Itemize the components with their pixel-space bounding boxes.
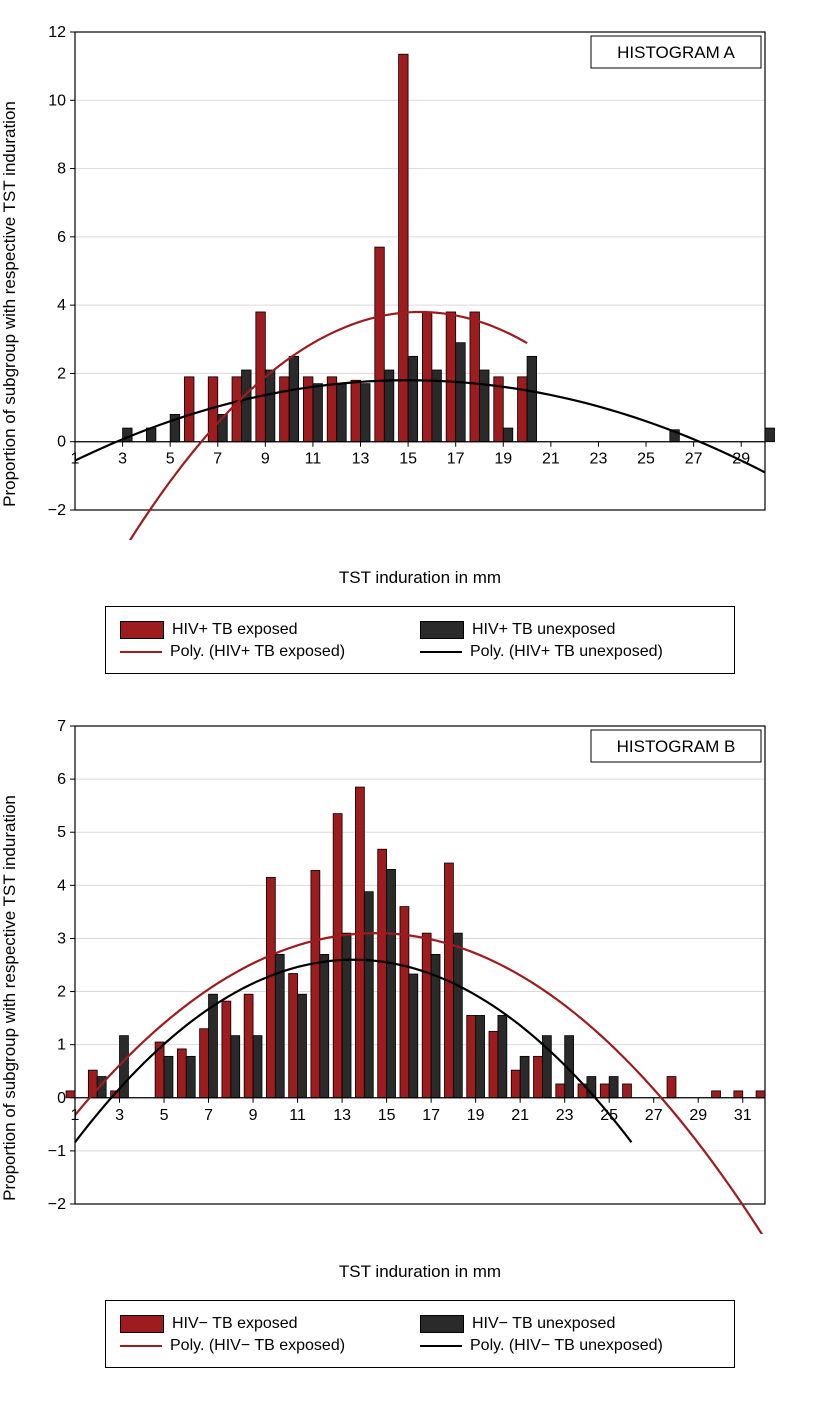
legend-swatch-line-icon (120, 651, 162, 653)
svg-text:4: 4 (57, 877, 66, 894)
svg-text:15: 15 (399, 451, 417, 468)
legend-item-a-poly1: Poly. (HIV+ TB exposed) (120, 643, 360, 661)
svg-text:6: 6 (57, 229, 66, 246)
svg-text:1: 1 (71, 451, 80, 468)
legend-label: HIV+ TB unexposed (472, 621, 615, 639)
svg-text:8: 8 (57, 161, 66, 178)
svg-text:19: 19 (467, 1107, 485, 1124)
legend-item-b-poly2: Poly. (HIV− TB unexposed) (420, 1337, 663, 1355)
svg-text:27: 27 (645, 1107, 663, 1124)
svg-text:0: 0 (57, 434, 66, 451)
svg-text:2: 2 (57, 365, 66, 382)
svg-text:7: 7 (213, 451, 222, 468)
svg-text:3: 3 (57, 930, 66, 947)
histogram-a-figure: Proportion of subgroup with respective T… (20, 20, 820, 674)
svg-text:11: 11 (305, 451, 322, 468)
legend-swatch-bar-icon (420, 1315, 464, 1333)
svg-text:25: 25 (600, 1107, 618, 1124)
histogram-b-figure: Proportion of subgroup with respective T… (20, 714, 820, 1368)
svg-text:3: 3 (115, 1107, 124, 1124)
svg-text:13: 13 (352, 451, 370, 468)
legend-label: HIV− TB exposed (172, 1315, 298, 1333)
legend-b: HIV− TB exposed HIV− TB unexposed Poly. … (105, 1300, 735, 1368)
legend-swatch-bar-icon (120, 1315, 164, 1333)
svg-text:5: 5 (160, 1107, 169, 1124)
svg-text:1: 1 (71, 1107, 80, 1124)
legend-item-b-poly1: Poly. (HIV− TB exposed) (120, 1337, 360, 1355)
legend-swatch-line-icon (120, 1345, 162, 1347)
svg-text:HISTOGRAM B: HISTOGRAM B (617, 737, 736, 756)
y-axis-label-a: Proportion of subgroup with respective T… (0, 101, 20, 507)
histogram-a-svg: −20246810121357911131517192123252729HIST… (20, 20, 780, 540)
svg-text:19: 19 (494, 451, 512, 468)
legend-label: Poly. (HIV− TB exposed) (170, 1337, 345, 1355)
legend-swatch-line-icon (420, 1345, 462, 1347)
svg-text:27: 27 (685, 451, 703, 468)
svg-text:17: 17 (422, 1107, 440, 1124)
histogram-a-chart: Proportion of subgroup with respective T… (20, 20, 820, 588)
svg-text:23: 23 (556, 1107, 574, 1124)
svg-text:11: 11 (289, 1107, 306, 1124)
svg-text:4: 4 (57, 297, 66, 314)
legend-label: HIV− TB unexposed (472, 1315, 615, 1333)
legend-swatch-bar-icon (420, 621, 464, 639)
svg-text:21: 21 (511, 1107, 529, 1124)
legend-item-b-series1: HIV− TB exposed (120, 1315, 360, 1333)
y-axis-label-b: Proportion of subgroup with respective T… (0, 795, 20, 1201)
svg-text:31: 31 (734, 1107, 752, 1124)
svg-text:9: 9 (249, 1107, 258, 1124)
legend-item-a-series1: HIV+ TB exposed (120, 621, 360, 639)
legend-item-b-series2: HIV− TB unexposed (420, 1315, 660, 1333)
svg-text:15: 15 (378, 1107, 396, 1124)
svg-text:−2: −2 (48, 1196, 66, 1213)
svg-text:13: 13 (333, 1107, 351, 1124)
svg-text:25: 25 (637, 451, 655, 468)
svg-text:7: 7 (57, 718, 66, 735)
legend-label: Poly. (HIV+ TB unexposed) (470, 643, 663, 661)
svg-text:23: 23 (590, 451, 608, 468)
svg-text:7: 7 (204, 1107, 213, 1124)
svg-text:3: 3 (118, 451, 127, 468)
legend-item-a-series2: HIV+ TB unexposed (420, 621, 660, 639)
histogram-b-chart: Proportion of subgroup with respective T… (20, 714, 820, 1282)
svg-text:5: 5 (57, 824, 66, 841)
svg-text:−2: −2 (48, 502, 66, 519)
svg-text:10: 10 (48, 92, 66, 109)
svg-text:5: 5 (166, 451, 175, 468)
svg-text:21: 21 (542, 451, 560, 468)
svg-text:12: 12 (48, 24, 66, 41)
legend-label: Poly. (HIV− TB unexposed) (470, 1337, 663, 1355)
svg-text:6: 6 (57, 771, 66, 788)
svg-text:0: 0 (57, 1090, 66, 1107)
x-axis-label-b: TST induration in mm (20, 1262, 820, 1282)
legend-a: HIV+ TB exposed HIV+ TB unexposed Poly. … (105, 606, 735, 674)
svg-text:2: 2 (57, 984, 66, 1001)
svg-text:29: 29 (689, 1107, 707, 1124)
svg-text:29: 29 (732, 451, 750, 468)
legend-item-a-poly2: Poly. (HIV+ TB unexposed) (420, 643, 663, 661)
svg-text:1: 1 (57, 1037, 66, 1054)
histogram-b-svg: −2−101234567135791113151719212325272931H… (20, 714, 780, 1234)
legend-swatch-bar-icon (120, 621, 164, 639)
legend-label: Poly. (HIV+ TB exposed) (170, 643, 345, 661)
x-axis-label-a: TST induration in mm (20, 568, 820, 588)
legend-label: HIV+ TB exposed (172, 621, 298, 639)
svg-text:17: 17 (447, 451, 465, 468)
svg-text:HISTOGRAM A: HISTOGRAM A (617, 43, 735, 62)
legend-swatch-line-icon (420, 651, 462, 653)
svg-text:−1: −1 (48, 1143, 66, 1160)
svg-text:9: 9 (261, 451, 270, 468)
